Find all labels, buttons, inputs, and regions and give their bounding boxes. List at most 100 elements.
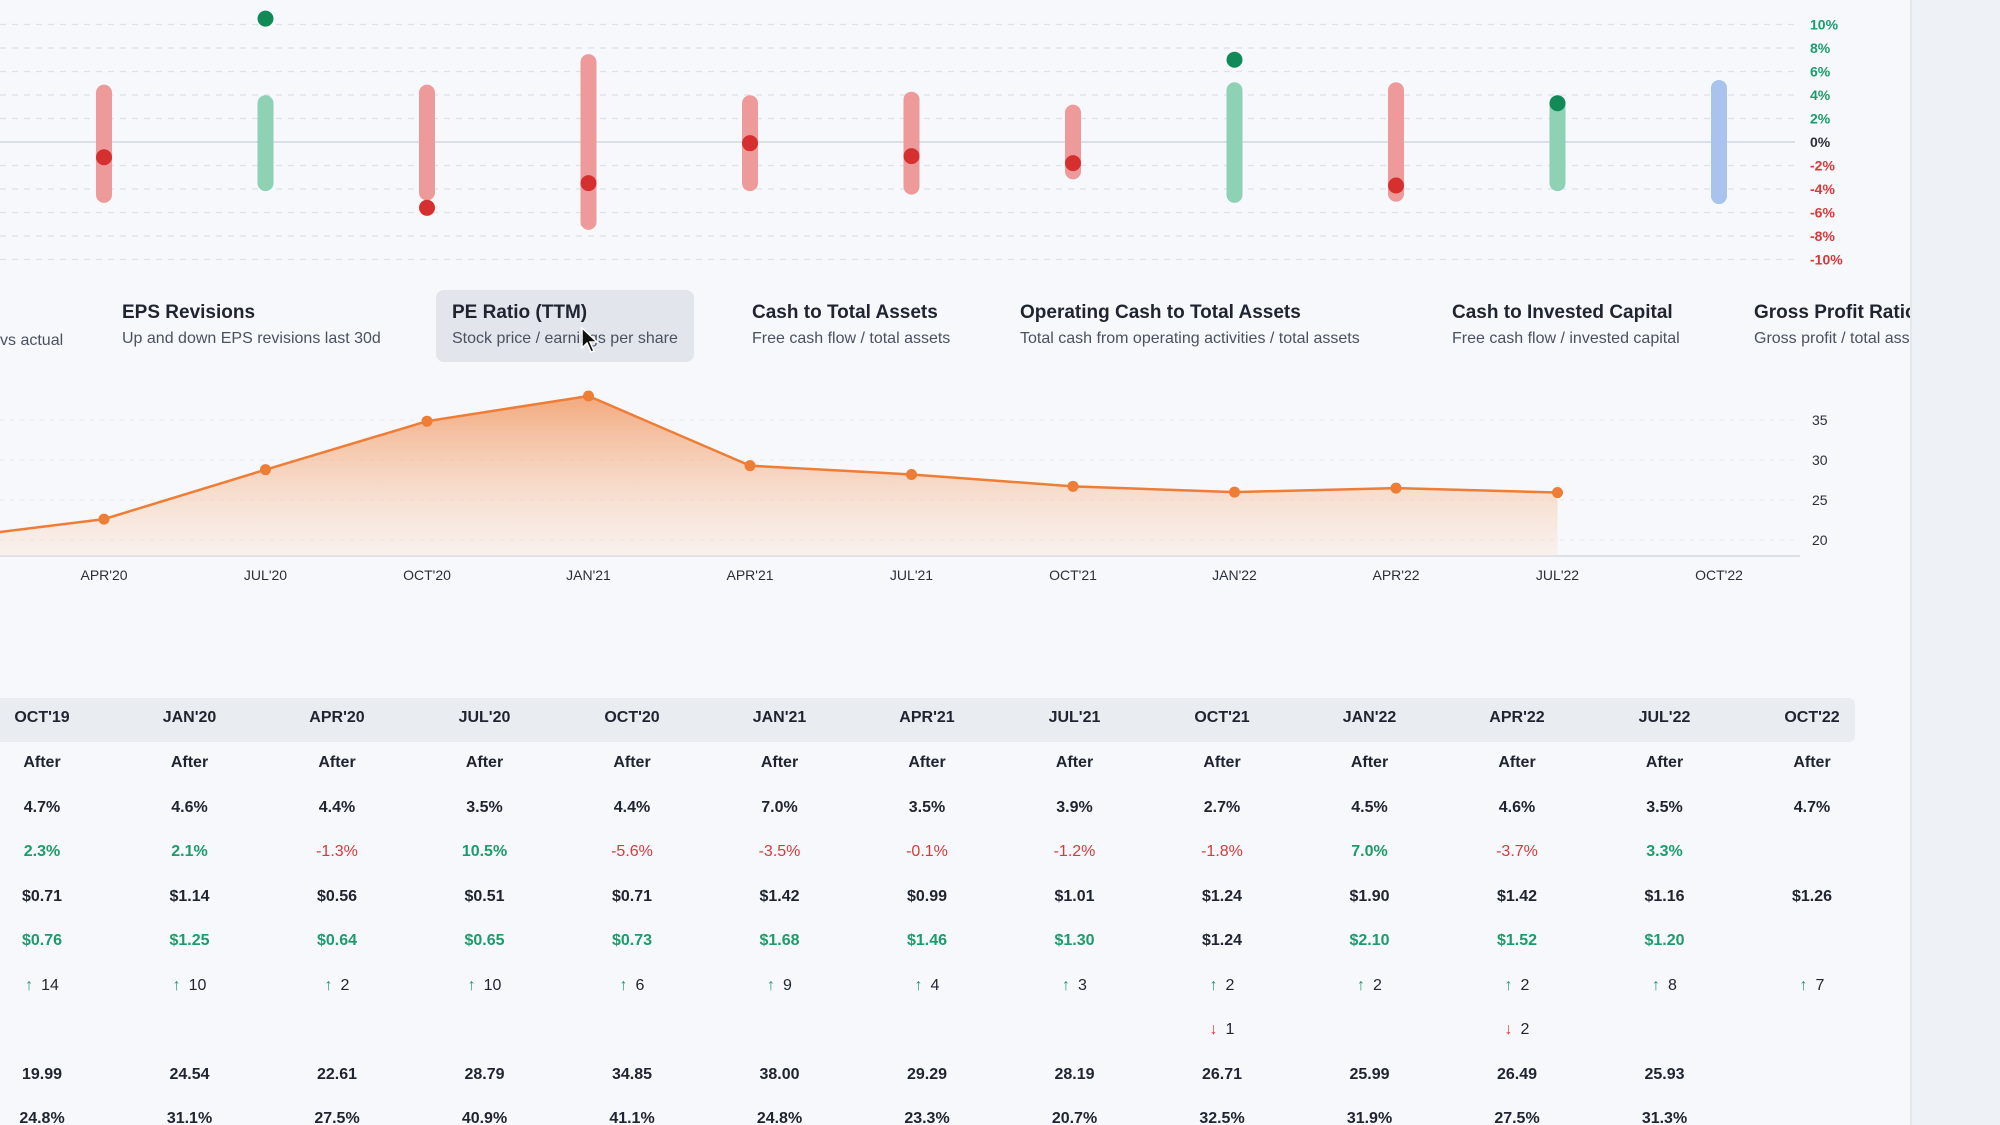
table-cell: 31.9% xyxy=(1346,1110,1393,1125)
tab-title: Cash to Total Assets xyxy=(752,302,938,323)
revision-count: 14 xyxy=(41,976,59,994)
arrow-down-icon: ↓ xyxy=(1504,1021,1513,1038)
revision-count: 2 xyxy=(1373,976,1382,994)
tab-title: EPS Revisions xyxy=(122,302,256,323)
table-cell: $1.24 xyxy=(1201,932,1243,949)
table-cell: $0.65 xyxy=(464,932,505,949)
table-cell: ↑ 10 xyxy=(425,977,545,995)
arrow-up-icon: ↑ xyxy=(914,976,923,994)
table-cell: ↓ 2 xyxy=(1457,1021,1577,1039)
data-point xyxy=(744,460,756,472)
table-cell: 26.71 xyxy=(1201,1065,1243,1083)
metric-tab[interactable]: Gross Profit Ratio Gross profit / total a… xyxy=(1738,290,1910,362)
surprise-dot xyxy=(580,175,597,192)
y-tick-label: 20 xyxy=(1812,532,1828,548)
revision-count: 10 xyxy=(188,976,207,994)
table-cell: 7.0% xyxy=(761,798,798,816)
y-tick-label: 6% xyxy=(1810,64,1831,80)
table-cell: $0.56 xyxy=(316,887,358,905)
metric-tab[interactable]: Operating Cash to Total Assets Total cash… xyxy=(1004,290,1376,362)
table-cell: 2.3% xyxy=(23,843,61,860)
column-header: JAN'21 xyxy=(752,709,807,726)
table-cell: $0.73 xyxy=(611,932,653,949)
revision-count: 3 xyxy=(1078,976,1087,994)
eps-surprise-chart: 10% 8% 6% 4% 2% 0% -2% -4% -6% -8% -10% xyxy=(0,10,1843,268)
x-tick-label: APR'20 xyxy=(80,567,127,583)
tab-subtitle: Up and down EPS revisions last 30d xyxy=(122,330,381,347)
table-cell: After xyxy=(908,754,946,771)
metric-tab[interactable]: EPS Revisions Up and down EPS revisions l… xyxy=(106,290,397,362)
table-cell: 3.3% xyxy=(1646,843,1683,860)
table-cell: $1.20 xyxy=(1644,932,1685,949)
table-cell: 2.7% xyxy=(1203,798,1241,816)
arrow-up-icon: ↑ xyxy=(1799,976,1808,994)
x-tick-label: JUL'20 xyxy=(244,567,287,583)
table-cell: After xyxy=(1645,754,1684,771)
tab-title: PE Ratio (TTM) xyxy=(452,302,588,323)
table-cell: ↑ 2 xyxy=(277,977,397,995)
y-tick-label: 4% xyxy=(1810,87,1831,103)
column-header: OCT'20 xyxy=(604,709,660,726)
table-cell: 4.4% xyxy=(613,798,651,816)
revision-count: 9 xyxy=(783,976,792,994)
y-tick-label: -2% xyxy=(1810,158,1835,174)
data-point xyxy=(98,513,110,525)
arrow-up-icon: ↑ xyxy=(767,976,776,994)
x-tick-label: JAN'22 xyxy=(1212,567,1257,583)
surprise-dot xyxy=(1549,95,1566,112)
column-header: OCT'21 xyxy=(1194,709,1250,726)
table-cell: After xyxy=(465,754,504,771)
table-cell: ↑ 14 xyxy=(0,977,102,995)
arrow-up-icon: ↑ xyxy=(1504,976,1513,994)
data-point xyxy=(906,468,917,480)
table-cell: 32.5% xyxy=(1199,1110,1245,1125)
arrow-up-icon: ↑ xyxy=(1209,976,1218,994)
table-cell: 25.99 xyxy=(1349,1065,1390,1083)
table-cell: $1.42 xyxy=(1496,887,1538,905)
y-tick-label: 2% xyxy=(1810,111,1831,127)
table-cell: -3.5% xyxy=(758,843,801,860)
y-tick-label: 8% xyxy=(1810,40,1831,56)
table-cell: ↑ 3 xyxy=(1015,977,1135,995)
column-header: JUL'20 xyxy=(458,709,511,726)
table-cell: ↑ 4 xyxy=(867,977,987,995)
data-point xyxy=(1390,482,1402,494)
y-tick-label: -8% xyxy=(1810,228,1835,244)
surprise-dot xyxy=(419,199,435,216)
surprise-dot xyxy=(96,149,112,166)
metric-tab[interactable]: Cash to Invested Capital Free cash flow /… xyxy=(1436,290,1696,362)
table-cell: After xyxy=(1203,754,1241,771)
column-header: JUL'22 xyxy=(1638,709,1691,726)
arrow-up-icon: ↑ xyxy=(1652,976,1661,994)
data-point xyxy=(1552,487,1563,499)
table-cell: 22.61 xyxy=(316,1065,358,1083)
table-cell: $1.30 xyxy=(1054,932,1095,949)
tab-subtitle: Stock price / earnings per share xyxy=(452,330,678,347)
x-tick-label: APR'21 xyxy=(726,567,773,583)
table-cell: $1.52 xyxy=(1496,932,1538,949)
data-point xyxy=(260,464,271,476)
main-panel: 10% 8% 6% 4% 2% 0% -2% -4% -6% -8% -10% vs actual E… xyxy=(0,10,1910,1125)
table-cell: $0.71 xyxy=(21,887,63,905)
metric-tab[interactable]: Cash to Total Assets Free cash flow / tot… xyxy=(736,290,966,362)
table-cell: -1.2% xyxy=(1053,843,1096,860)
tab-title: Cash to Invested Capital xyxy=(1452,302,1673,323)
arrow-up-icon: ↑ xyxy=(619,976,628,994)
x-tick-label: OCT'21 xyxy=(1049,567,1097,583)
tab-title: Gross Profit Ratio xyxy=(1754,302,1910,323)
x-tick-label: JUL'21 xyxy=(890,567,933,583)
x-tick-label: OCT'22 xyxy=(1695,567,1743,583)
metric-tab[interactable]: PE Ratio (TTM) Stock price / earnings per… xyxy=(436,290,694,362)
table-cell: 2.1% xyxy=(171,843,208,860)
y-tick-label: 0% xyxy=(1810,134,1831,150)
arrow-up-icon: ↑ xyxy=(467,976,476,994)
table-cell: 4.6% xyxy=(1498,798,1536,816)
tab-subtitle: vs actual xyxy=(0,332,64,349)
table-cell: 23.3% xyxy=(904,1110,950,1125)
table-cell: ↑ 2 xyxy=(1457,977,1577,995)
revision-count: 4 xyxy=(930,976,940,994)
table-cell: ↑ 2 xyxy=(1162,977,1282,995)
x-tick-label: JAN'21 xyxy=(566,567,611,583)
table-cell: 31.3% xyxy=(1641,1110,1688,1125)
metric-tab[interactable]: vs actual xyxy=(0,290,79,362)
